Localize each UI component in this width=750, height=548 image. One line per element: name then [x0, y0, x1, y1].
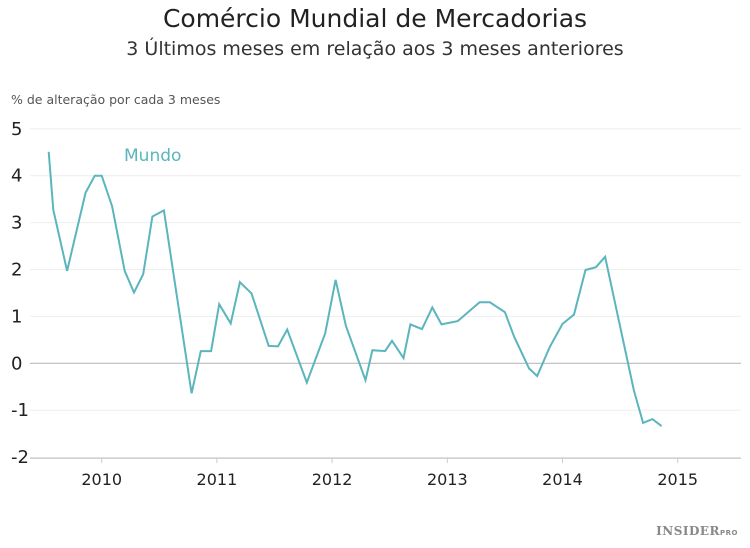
brand-name: INSIDER: [656, 524, 721, 538]
y-tick-label: 3: [11, 213, 22, 234]
chart-title: Comércio Mundial de Mercadorias: [162, 4, 588, 33]
y-tick-label: 1: [11, 306, 22, 327]
y-tick-label: 2: [11, 260, 22, 281]
insider-pro-logo: INSIDERPRO: [656, 524, 738, 538]
y-tick-label: -2: [11, 447, 29, 468]
y-tick-label: 5: [11, 119, 22, 140]
brand-suffix: PRO: [720, 529, 738, 537]
y-tick-label: 4: [11, 166, 22, 187]
x-tick-label: 2015: [657, 470, 698, 489]
x-tick-label: 2010: [81, 470, 122, 489]
x-tick-label: 2012: [312, 470, 353, 489]
y-tick-label: -1: [11, 400, 29, 421]
x-tick-label: 2014: [542, 470, 583, 489]
series-label-mundo: Mundo: [124, 146, 181, 166]
y-tick-label: 0: [11, 353, 22, 374]
y-axis-label: % de alteração por cada 3 meses: [11, 92, 221, 107]
x-tick-label: 2011: [197, 470, 238, 489]
series-line-mundo: [47, 151, 663, 427]
chart-subtitle: 3 Últimos meses em relação aos 3 meses a…: [126, 38, 624, 60]
x-tick-label: 2013: [427, 470, 468, 489]
